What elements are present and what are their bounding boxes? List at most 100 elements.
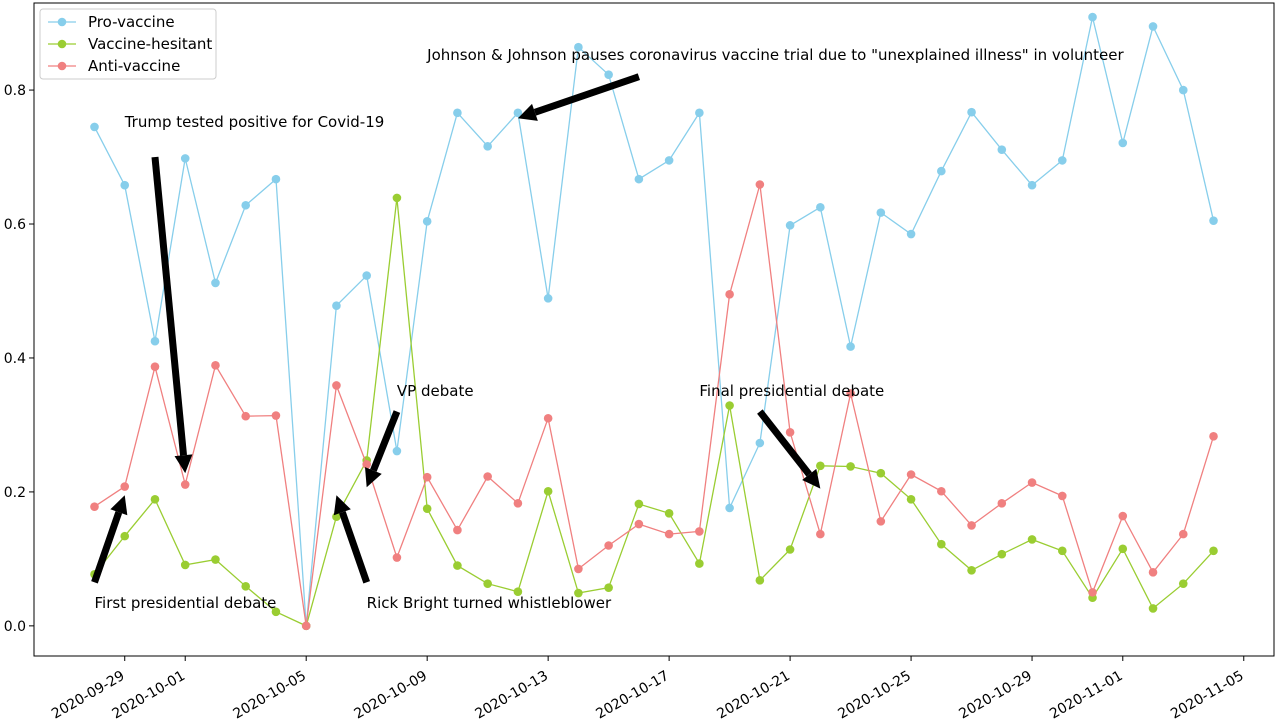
data-point — [937, 166, 946, 176]
data-point — [120, 482, 130, 491]
data-point — [725, 503, 734, 513]
data-point — [634, 519, 644, 529]
data-point — [937, 539, 946, 549]
data-point — [271, 607, 281, 617]
annotation-arrow-shaft — [339, 511, 370, 584]
x-tick-label: 2020-10-29 — [956, 668, 1034, 722]
data-point — [1027, 478, 1037, 487]
data-point — [664, 509, 674, 518]
annotation-label: Rick Bright turned whistleblower — [367, 594, 612, 612]
data-point — [937, 486, 946, 496]
data-point — [1118, 511, 1128, 521]
data-point — [180, 154, 190, 163]
data-point — [967, 107, 976, 117]
data-point — [271, 411, 281, 420]
annotation-label: Final presidential debate — [699, 382, 884, 400]
annotation-arrow-head — [174, 454, 193, 474]
data-point — [1057, 546, 1067, 556]
data-point — [453, 561, 462, 570]
data-point — [846, 389, 855, 398]
data-point — [150, 494, 160, 504]
annotation-arrow-shaft — [533, 73, 641, 116]
data-point — [453, 525, 462, 535]
annotation-arrow-head — [110, 495, 128, 516]
annotation-arrow-shaft — [370, 410, 401, 472]
y-tick-label: 0.0 — [4, 619, 26, 635]
annotation-layer: Johnson & Johnson pauses coronavirus vac… — [91, 46, 1124, 612]
data-point — [1209, 432, 1218, 441]
legend: Pro-vaccine Vaccine-hesitant Anti-vaccine — [39, 8, 217, 80]
data-point — [1088, 12, 1097, 22]
data-point — [1148, 604, 1158, 613]
data-point — [422, 504, 432, 513]
data-point — [120, 531, 130, 541]
data-point — [725, 290, 734, 299]
data-point — [906, 494, 916, 504]
data-point — [1178, 579, 1188, 588]
annotation-arrow-shaft — [91, 511, 123, 584]
data-point — [362, 271, 371, 280]
data-point — [816, 529, 825, 539]
data-point — [543, 413, 553, 423]
data-point — [483, 472, 492, 481]
data-point — [1057, 491, 1067, 501]
data-point — [574, 588, 583, 598]
data-point — [604, 541, 613, 550]
data-point — [1057, 156, 1067, 165]
x-tick-label: 2020-10-17 — [593, 668, 671, 722]
data-point — [695, 527, 704, 536]
data-point — [483, 142, 492, 151]
data-point — [634, 174, 644, 184]
data-point — [332, 301, 341, 311]
series-line — [94, 184, 1215, 626]
data-point — [271, 174, 281, 184]
data-point — [876, 517, 886, 526]
data-point — [1118, 544, 1128, 554]
data-point — [241, 582, 251, 591]
y-tick-label: 0.4 — [4, 351, 26, 367]
x-tick-label: 2020-11-01 — [1047, 668, 1125, 722]
data-point — [906, 229, 916, 239]
data-point — [725, 401, 734, 410]
data-point — [392, 553, 402, 562]
data-point — [785, 545, 795, 554]
data-point — [332, 381, 341, 390]
y-tick-label: 0.2 — [4, 485, 26, 501]
annotation-arrow-head — [802, 468, 821, 489]
series-layer — [90, 12, 1218, 631]
legend-marker — [57, 61, 67, 71]
data-point — [755, 576, 765, 585]
data-point — [876, 468, 886, 478]
data-point — [604, 583, 613, 592]
data-point — [241, 200, 251, 210]
data-point — [150, 336, 160, 346]
data-point — [846, 342, 855, 351]
data-point — [1178, 85, 1188, 95]
data-point — [543, 486, 553, 496]
data-point — [846, 462, 855, 471]
legend-box — [39, 8, 217, 80]
data-point — [211, 555, 220, 564]
x-tick-label: 2020-10-05 — [231, 668, 309, 722]
data-point — [392, 446, 402, 456]
data-point — [997, 498, 1007, 508]
data-point — [664, 529, 674, 539]
data-point — [120, 180, 130, 190]
data-point — [574, 42, 583, 52]
annotation-label: Johnson & Johnson pauses coronavirus vac… — [426, 46, 1124, 64]
data-point — [1209, 216, 1218, 225]
data-point — [634, 499, 644, 509]
data-point — [1088, 588, 1097, 597]
data-point — [211, 278, 220, 288]
series-line — [93, 197, 1214, 627]
legend-label: Vaccine-hesitant — [88, 35, 212, 53]
data-point — [150, 362, 160, 371]
data-point — [785, 221, 795, 230]
legend-label: Anti-vaccine — [88, 57, 180, 75]
data-point — [695, 559, 704, 568]
data-point — [1209, 546, 1218, 556]
annotation-arrow-head — [333, 495, 351, 516]
data-point — [513, 498, 523, 508]
